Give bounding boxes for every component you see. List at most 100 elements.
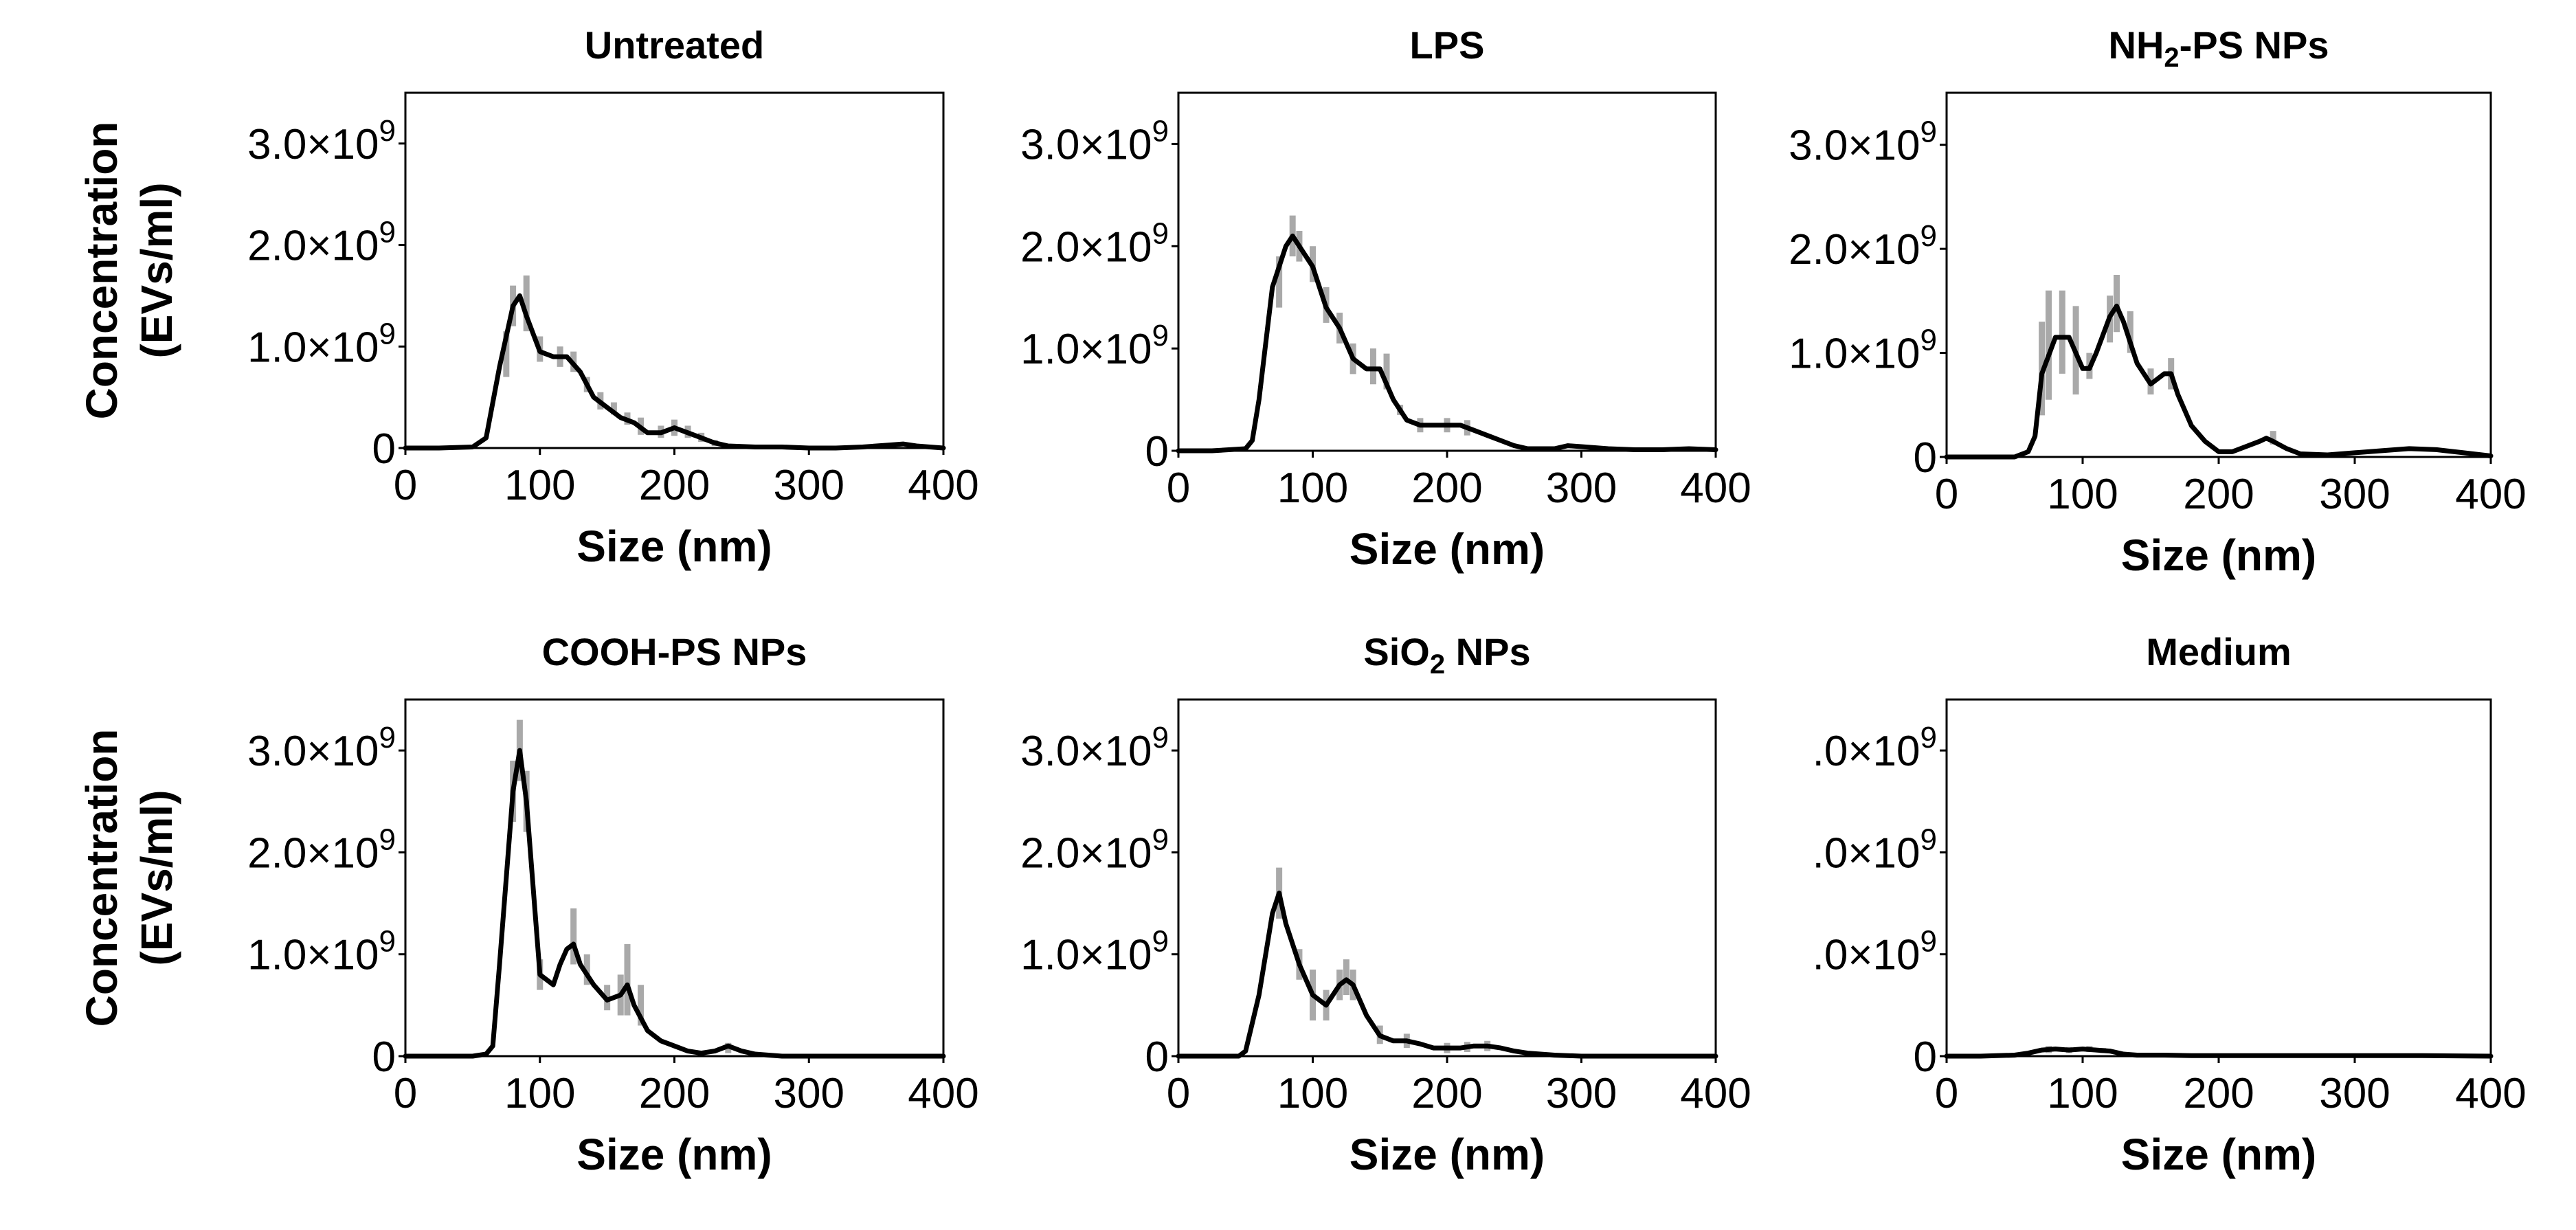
y-tick-exponent: 9 bbox=[1920, 324, 1937, 357]
plot-frame bbox=[404, 698, 945, 1058]
y-tick-label: .0×109 bbox=[1813, 925, 1937, 979]
y-tick-exponent: 9 bbox=[379, 216, 396, 249]
y-tick-label: 0 bbox=[1145, 1033, 1169, 1081]
y-tick-exponent: 9 bbox=[1920, 823, 1937, 856]
y-tick-exponent: 9 bbox=[379, 823, 396, 856]
y-tick-label: 3.0×109 bbox=[1020, 721, 1169, 775]
y-tick-base: 2.0×10 bbox=[247, 829, 379, 877]
title-part: Medium bbox=[2146, 630, 2292, 673]
chart-title: LPS bbox=[1410, 23, 1485, 67]
y-tick-exponent: 9 bbox=[1920, 721, 1937, 754]
y-axis-label: (EVs/ml) bbox=[132, 182, 181, 358]
y-tick-exponent: 9 bbox=[1152, 216, 1169, 250]
y-tick-exponent: 9 bbox=[1920, 219, 1937, 253]
title-part: NPs bbox=[1445, 630, 1531, 673]
y-tick-exponent: 9 bbox=[379, 114, 396, 148]
x-tick-label: 300 bbox=[2319, 1070, 2390, 1117]
y-tick-label: 0 bbox=[372, 425, 396, 473]
title-part: Untreated bbox=[585, 23, 764, 67]
y-tick-label: 2.0×109 bbox=[1789, 219, 1937, 273]
title-subscript: 2 bbox=[2164, 43, 2179, 73]
y-tick-base: 1.0×10 bbox=[247, 932, 379, 979]
y-tick-base: 1.0×10 bbox=[1020, 326, 1152, 373]
x-tick-label: 100 bbox=[504, 1070, 575, 1117]
y-tick-exponent: 9 bbox=[1920, 925, 1937, 959]
y-tick-base: 3.0×10 bbox=[1020, 728, 1152, 775]
x-tick-label: 400 bbox=[1680, 1070, 1751, 1117]
x-tick-label: 300 bbox=[1546, 1070, 1617, 1117]
y-tick-base: 3.0×10 bbox=[247, 728, 379, 775]
x-tick-label: 200 bbox=[2183, 1070, 2254, 1117]
x-tick-label: 100 bbox=[1277, 1070, 1348, 1117]
y-tick-label: 1.0×109 bbox=[1789, 324, 1937, 378]
y-tick-label: 0 bbox=[1914, 1033, 1937, 1081]
x-tick-label: 400 bbox=[2455, 1070, 2526, 1117]
y-tick-label: 3.0×109 bbox=[247, 721, 396, 775]
y-tick-exponent: 9 bbox=[1152, 823, 1169, 856]
x-tick-label: 200 bbox=[1411, 465, 1482, 512]
y-tick-label: .0×109 bbox=[1813, 721, 1937, 775]
x-tick-label: 100 bbox=[2047, 1070, 2118, 1117]
y-tick-label: .0×109 bbox=[1813, 823, 1937, 877]
y-tick-label: 2.0×109 bbox=[1020, 823, 1169, 877]
y-tick-label: 0 bbox=[1914, 434, 1937, 482]
chart-title: SiO2 NPs bbox=[1363, 630, 1530, 680]
series-line-mean bbox=[403, 748, 946, 1059]
x-tick-label: 400 bbox=[908, 1070, 978, 1117]
y-tick-base: 2.0×10 bbox=[1789, 226, 1920, 273]
y-tick-exponent: 9 bbox=[379, 925, 396, 959]
series-line-mean bbox=[1176, 891, 1718, 1059]
y-tick-label: 0 bbox=[372, 1033, 396, 1081]
series-line-mean bbox=[1944, 303, 2494, 460]
y-tick-label: 1.0×109 bbox=[1020, 925, 1169, 979]
x-tick-label: 0 bbox=[1167, 1070, 1190, 1117]
chart-panel-5: SiO2 NPs 0 100 200 300 400 0 1.0×109 2.0×109 3.0×… bbox=[1020, 630, 1751, 1179]
chart-title: Medium bbox=[2146, 630, 2292, 673]
y-tick-base: 1.0×10 bbox=[1789, 331, 1920, 378]
y-tick-label: 2.0×109 bbox=[1020, 216, 1169, 271]
x-tick-label: 400 bbox=[908, 462, 978, 509]
x-axis-label: Size (nm) bbox=[576, 1130, 772, 1179]
title-part: COOH-PS NPs bbox=[542, 630, 807, 673]
chart-title: NH2-PS NPs bbox=[2109, 23, 2329, 73]
chart-title: Untreated bbox=[585, 23, 764, 67]
y-tick-exponent: 9 bbox=[1152, 114, 1169, 148]
y-tick-base: 3.0×10 bbox=[1020, 121, 1152, 168]
title-part: LPS bbox=[1410, 23, 1485, 67]
y-tick-exponent: 9 bbox=[379, 317, 396, 350]
y-tick-label: 1.0×109 bbox=[1020, 319, 1169, 373]
x-tick-label: 100 bbox=[1277, 465, 1348, 512]
x-tick-label: 200 bbox=[2183, 471, 2254, 518]
x-tick-label: 0 bbox=[1935, 471, 1958, 518]
x-axis-label: Size (nm) bbox=[2121, 1130, 2316, 1179]
y-tick-exponent: 9 bbox=[1152, 319, 1169, 353]
y-tick-exponent: 9 bbox=[379, 721, 396, 754]
y-axis-label: Concentration bbox=[77, 729, 126, 1027]
chart-title: COOH-PS NPs bbox=[542, 630, 807, 673]
x-tick-label: 200 bbox=[639, 1070, 710, 1117]
x-tick-label: 300 bbox=[2319, 471, 2390, 518]
y-tick-label: 1.0×109 bbox=[247, 317, 396, 371]
y-tick-base: .0×10 bbox=[1813, 728, 1920, 775]
plot-frame bbox=[1945, 698, 2492, 1058]
y-tick-label: 3.0×109 bbox=[1789, 115, 1937, 170]
y-tick-label: 0 bbox=[1145, 428, 1169, 476]
plot-frame bbox=[404, 91, 945, 449]
y-tick-base: .0×10 bbox=[1813, 829, 1920, 877]
y-tick-base: 2.0×10 bbox=[1020, 223, 1152, 271]
x-tick-label: 0 bbox=[1935, 1070, 1958, 1117]
x-tick-label: 0 bbox=[1167, 465, 1190, 512]
y-tick-label: 3.0×109 bbox=[247, 114, 396, 168]
x-tick-label: 100 bbox=[504, 462, 575, 509]
y-tick-base: 2.0×10 bbox=[247, 223, 379, 270]
x-tick-label: 200 bbox=[1411, 1070, 1482, 1117]
x-tick-label: 400 bbox=[1680, 465, 1751, 512]
title-part: -PS NPs bbox=[2180, 23, 2329, 67]
plot-frame bbox=[1945, 91, 2492, 458]
y-tick-label: 2.0×109 bbox=[247, 823, 396, 877]
x-axis-label: Size (nm) bbox=[1349, 524, 1545, 574]
y-tick-exponent: 9 bbox=[1152, 925, 1169, 959]
